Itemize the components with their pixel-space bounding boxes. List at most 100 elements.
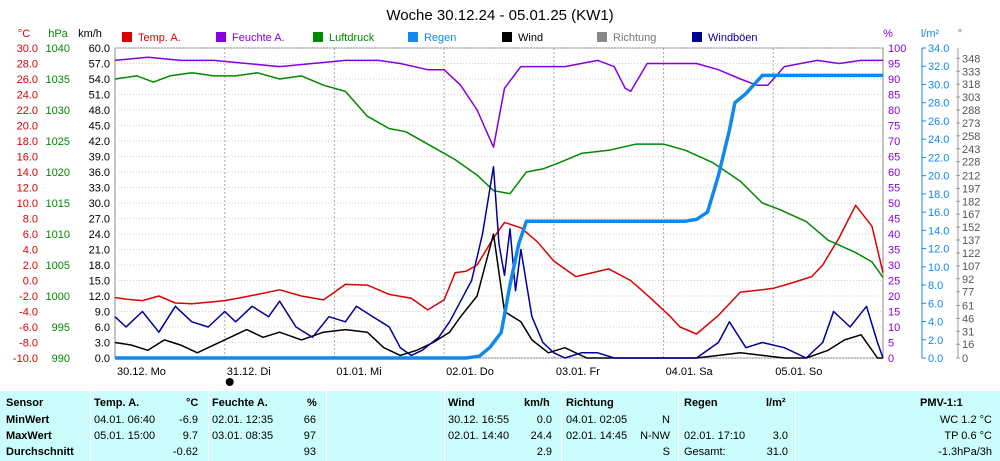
stats-panel: Sensor Temp. A. °C Feuchte A. % Wind km/…	[0, 391, 1000, 461]
tick-dir: 243	[962, 144, 980, 156]
tick-wind: 15.0	[89, 276, 110, 288]
tick-temp: 10.0	[17, 198, 38, 210]
tick-hum: 30	[888, 260, 900, 272]
legend-swatch	[692, 32, 702, 42]
tick-rain: 22.0	[928, 152, 949, 164]
day-label: 31.12. Di	[227, 366, 271, 378]
stat-hum-time: 03.01. 08:35	[212, 430, 274, 442]
tick-wind: 36.0	[89, 167, 110, 179]
day-label: 01.01. Mi	[336, 366, 381, 378]
tick-rain: 6.0	[928, 298, 943, 310]
tick-dir: 197	[962, 183, 980, 195]
stat-pmv: -1.3hPa/3h	[938, 446, 992, 458]
stat-wind-val: 0.0	[536, 414, 552, 426]
tick-press: 990	[52, 353, 70, 365]
legend-label: Temp. A.	[138, 32, 181, 44]
tick-temp: 28.0	[17, 59, 38, 71]
stat-pmv: WC 1.2 °C	[939, 414, 992, 426]
tick-wind: 33.0	[89, 183, 110, 195]
legend-swatch	[408, 32, 418, 42]
rain-header: Regen	[684, 397, 718, 409]
dir-header: Richtung	[566, 397, 614, 409]
tick-dir: 318	[962, 79, 980, 91]
tick-rain: 0.0	[928, 353, 943, 365]
tick-dir: 167	[962, 209, 980, 221]
tick-wind: 45.0	[89, 121, 110, 133]
tick-hum: 55	[888, 183, 900, 195]
stat-label: Durchschnitt	[6, 446, 74, 458]
tick-wind: 0.0	[95, 353, 110, 365]
legend-swatch	[216, 32, 226, 42]
tick-rain: 4.0	[928, 317, 943, 329]
tick-press: 995	[52, 322, 70, 334]
tick-hum: 85	[888, 90, 900, 102]
tick-rain: 8.0	[928, 280, 943, 292]
tick-hum: 35	[888, 245, 900, 257]
stat-rain-time: Gesamt:	[684, 446, 726, 458]
tick-hum: 20	[888, 291, 900, 303]
tick-temp: 12.0	[17, 183, 38, 195]
day-label: 02.01. Do	[446, 366, 494, 378]
tick-temp: 6.0	[23, 229, 38, 241]
unit-temp: °C	[18, 28, 30, 40]
tick-rain: 34.0	[928, 43, 949, 55]
tick-temp: 24.0	[17, 90, 38, 102]
temp-header: Temp. A.	[94, 397, 140, 409]
tick-wind: 24.0	[89, 229, 110, 241]
tick-press: 1015	[46, 198, 70, 210]
series-line-wind	[114, 233, 883, 359]
tick-rain: 18.0	[928, 189, 949, 201]
stat-rain-val: 31.0	[766, 446, 788, 458]
tick-wind: 60.0	[89, 43, 110, 55]
tick-rain: 20.0	[928, 171, 949, 183]
tick-wind: 48.0	[89, 105, 110, 117]
stat-temp-val: -6.9	[179, 414, 198, 426]
tick-press: 1025	[46, 136, 70, 148]
stat-temp-val: 9.7	[182, 430, 198, 442]
legend-label: Luftdruck	[329, 32, 375, 44]
tick-press: 1035	[46, 74, 70, 86]
tick-dir: 152	[962, 222, 980, 234]
tick-hum: 10	[888, 322, 900, 334]
stat-dir-time: 04.01. 02:05	[566, 414, 628, 426]
tick-rain: 28.0	[928, 98, 949, 110]
series-line-luftdruck	[114, 72, 884, 278]
hum-unit: %	[307, 397, 317, 409]
tick-dir: 303	[962, 92, 980, 104]
legend-swatch	[313, 32, 323, 42]
tick-rain: 2.0	[928, 335, 943, 347]
tick-temp: 30.0	[17, 43, 38, 55]
tick-hum: 25	[888, 276, 900, 288]
legend-swatch	[122, 32, 132, 42]
tick-temp: 16.0	[17, 152, 38, 164]
legend-label: Wind	[518, 32, 543, 44]
tick-press: 1040	[46, 43, 70, 55]
day-label: 03.01. Fr	[556, 366, 600, 378]
stat-rain-time: 02.01. 17:10	[684, 430, 746, 442]
temp-unit: °C	[186, 397, 199, 409]
tick-rain: 26.0	[928, 116, 949, 128]
tick-dir: 0	[962, 353, 968, 365]
tick-dir: 16	[962, 339, 974, 351]
tick-dir: 182	[962, 196, 980, 208]
series-line-feuchte-a-	[114, 56, 883, 148]
tick-rain: 16.0	[928, 207, 949, 219]
tick-hum: 5	[888, 338, 894, 350]
tick-wind: 39.0	[89, 152, 110, 164]
tick-hum: 65	[888, 152, 900, 164]
tick-hum: 45	[888, 214, 900, 226]
day-label: 30.12. Mo	[117, 366, 166, 378]
tick-wind: 51.0	[89, 90, 110, 102]
rain-unit: l/m²	[766, 397, 786, 409]
tick-wind: 27.0	[89, 214, 110, 226]
tick-dir: 258	[962, 131, 980, 143]
tick-temp: 2.0	[23, 260, 38, 272]
tick-dir: 288	[962, 105, 980, 117]
tick-hum: 15	[888, 307, 900, 319]
tick-dir: 348	[962, 53, 980, 65]
tick-dir: 77	[962, 287, 974, 299]
unit-hum: %	[883, 28, 893, 40]
tick-wind: 21.0	[89, 245, 110, 257]
tick-temp: -2.0	[19, 291, 38, 303]
tick-temp: 4.0	[23, 245, 38, 257]
